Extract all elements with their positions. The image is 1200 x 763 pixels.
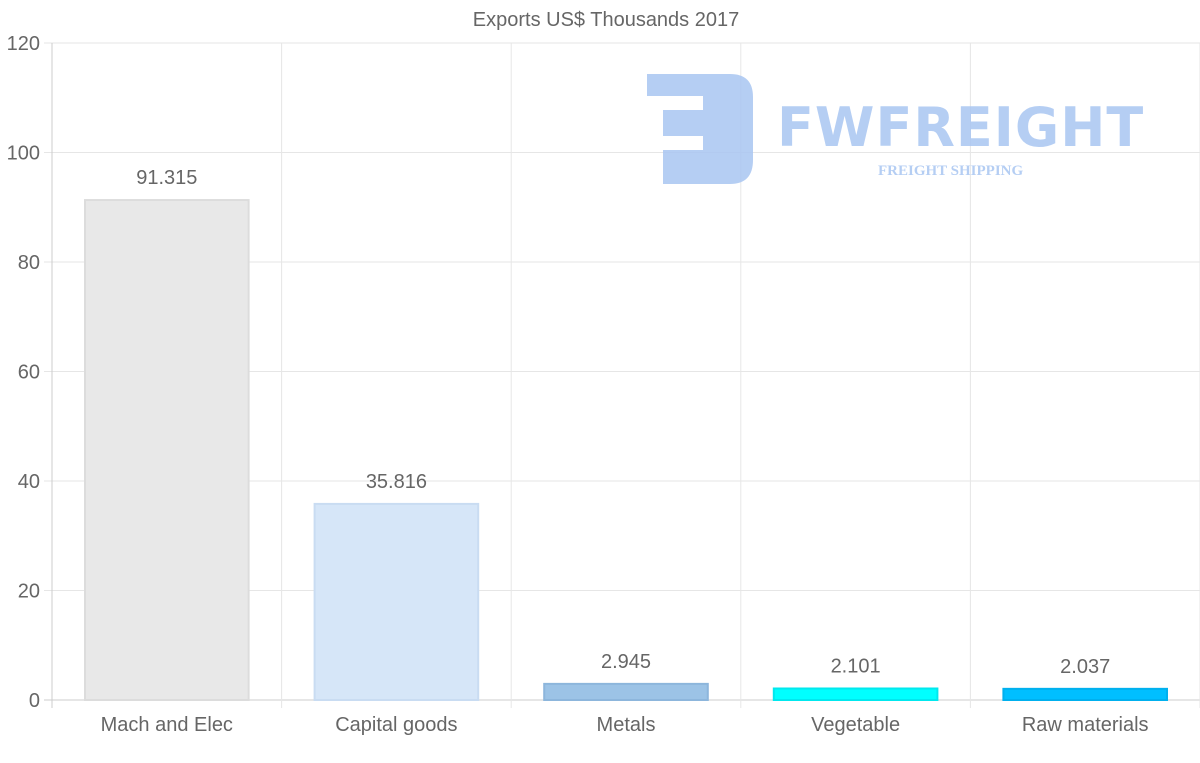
data-label: 35.816	[366, 471, 427, 493]
y-tick-label: 0	[29, 690, 40, 712]
data-label: 2.945	[601, 651, 651, 673]
y-tick-label: 20	[18, 581, 40, 603]
bar-raw-materials	[1002, 687, 1169, 701]
x-tick-label: Vegetable	[811, 714, 900, 736]
y-tick-label: 120	[7, 33, 40, 55]
y-tick-label: 40	[18, 471, 40, 493]
y-tick-label: 60	[18, 362, 40, 384]
x-tick-label: Capital goods	[335, 714, 457, 736]
chart-title: Exports US$ Thousands 2017	[473, 9, 739, 31]
x-tick-label: Mach and Elec	[101, 714, 233, 736]
bar-capital-goods	[313, 502, 480, 702]
x-tick-label: Metals	[597, 714, 656, 736]
bar-metals	[543, 682, 709, 701]
y-tick-label: 100	[7, 143, 40, 165]
bar-vegetable	[772, 687, 939, 701]
data-label: 2.101	[831, 655, 881, 677]
data-label: 91.315	[136, 167, 197, 189]
data-label: 2.037	[1060, 656, 1110, 678]
x-tick-label: Raw materials	[1022, 714, 1149, 736]
y-tick-label: 80	[18, 252, 40, 274]
bar-mach-and-elec	[84, 199, 250, 701]
